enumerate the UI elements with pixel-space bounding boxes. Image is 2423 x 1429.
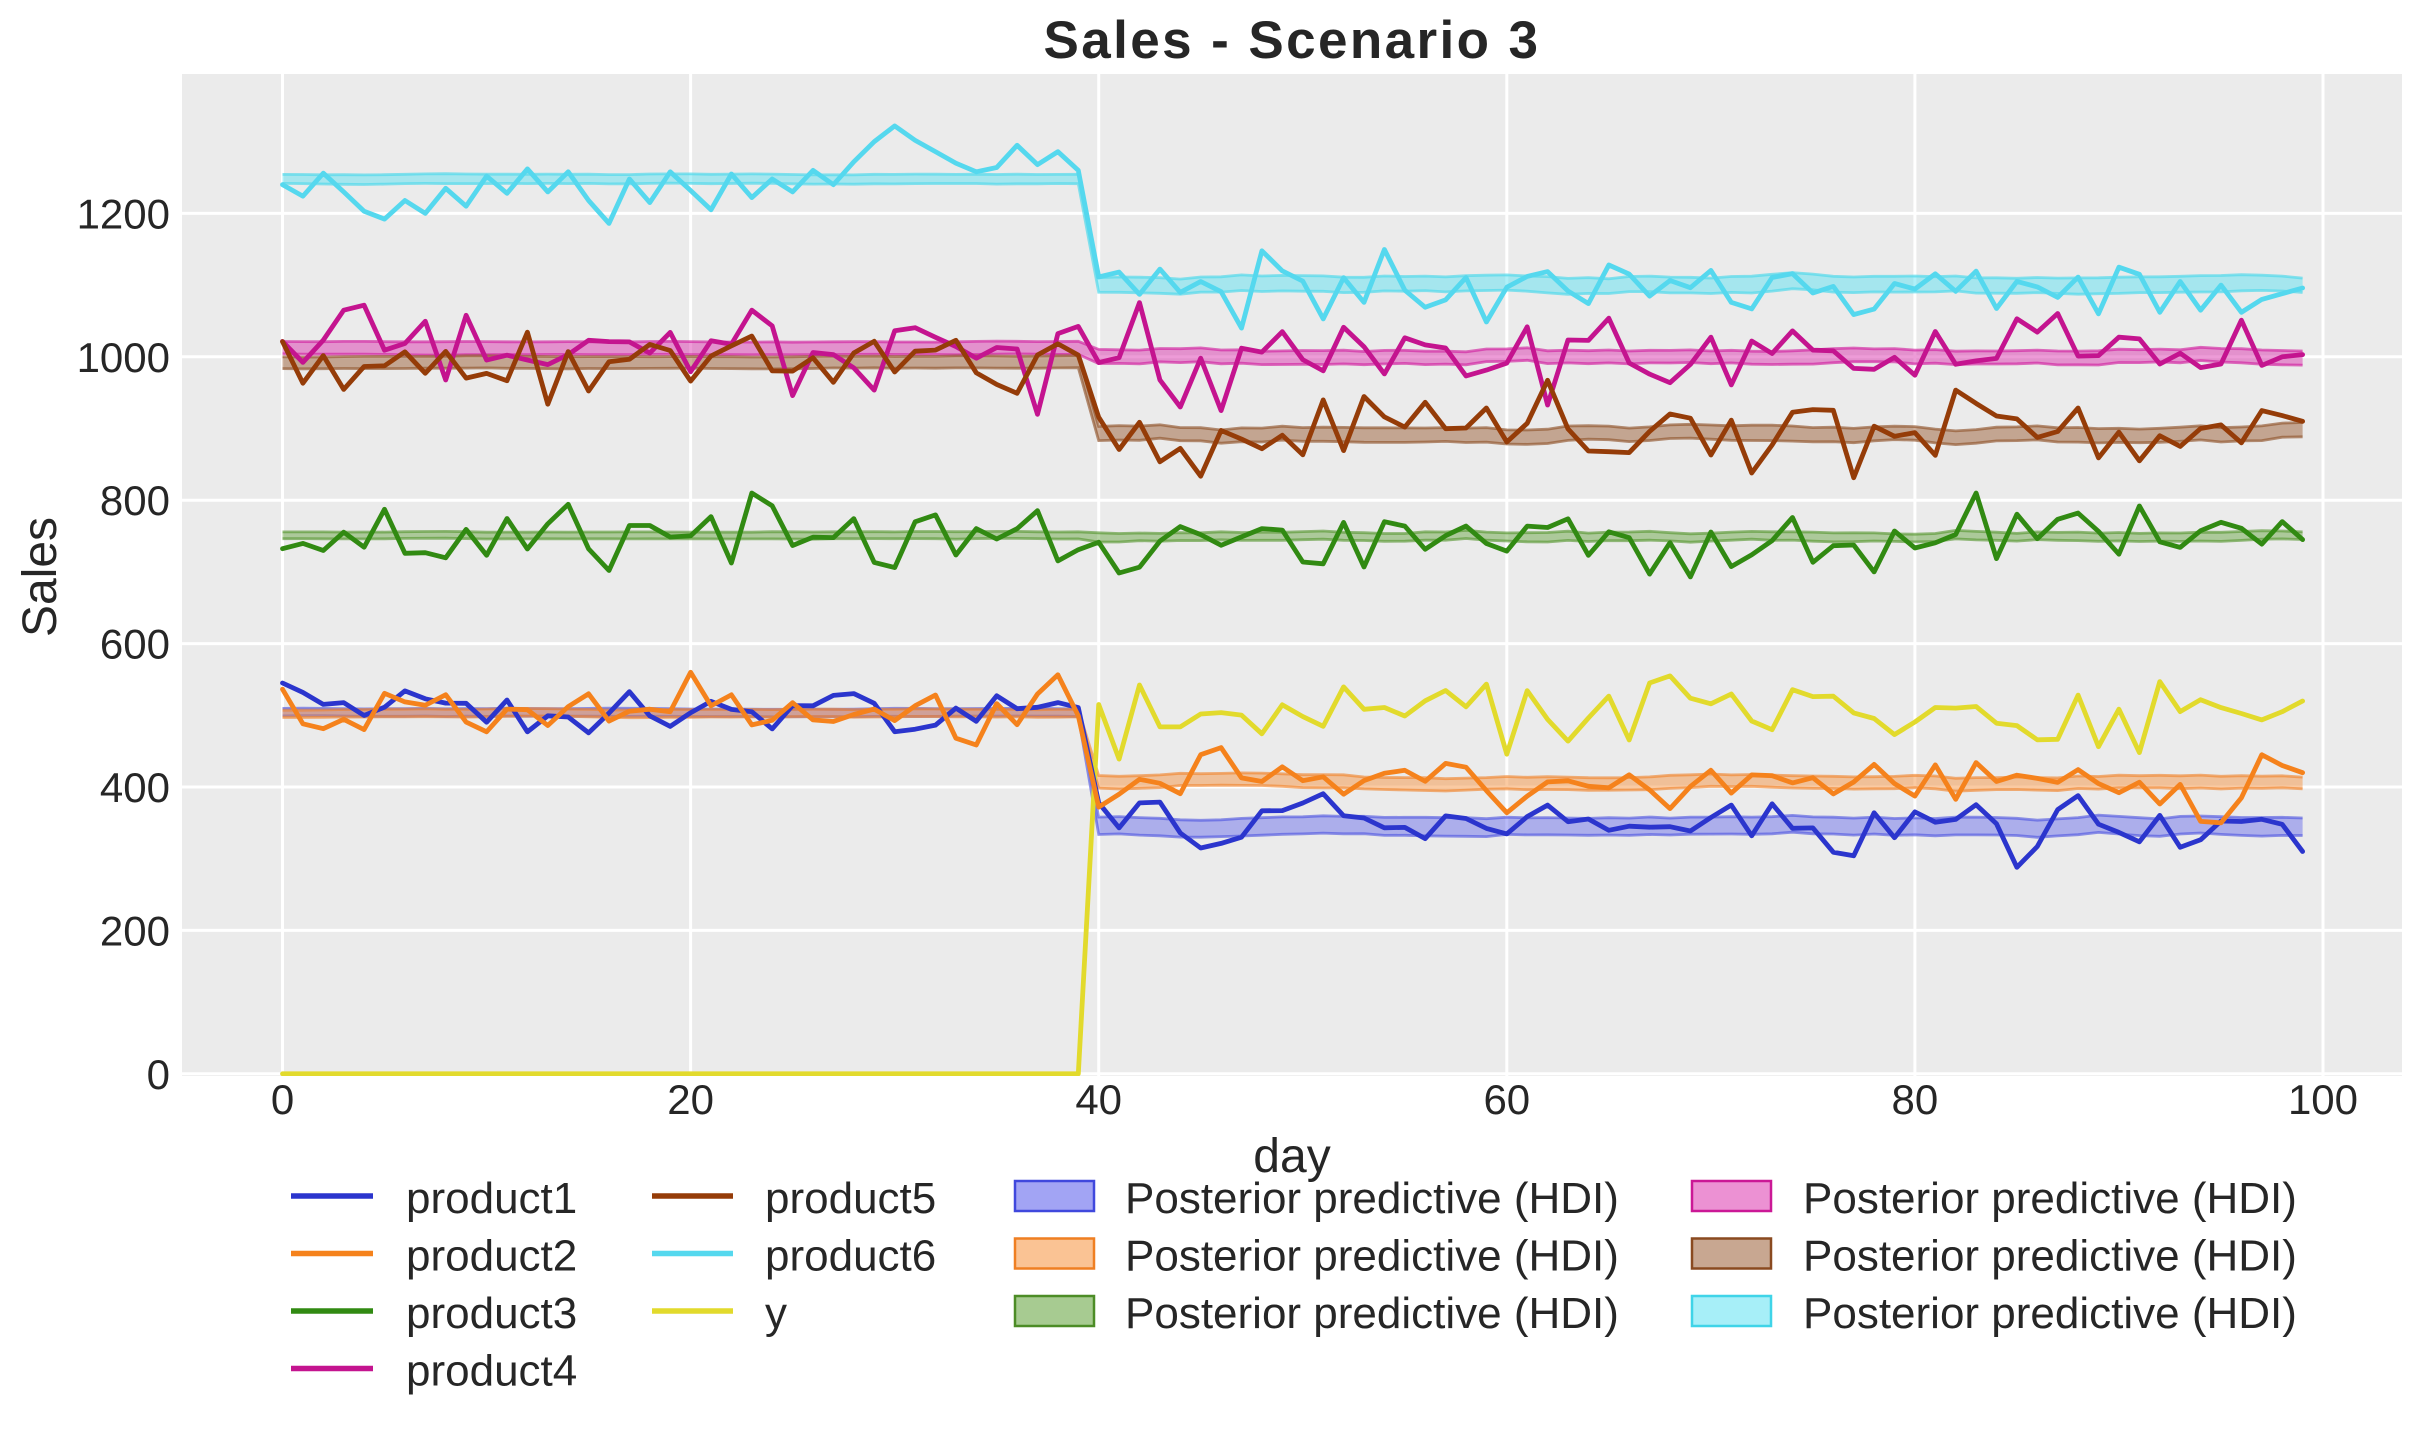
- svg-text:product6: product6: [765, 1232, 936, 1281]
- svg-text:Sales: Sales: [14, 517, 67, 637]
- svg-text:Posterior predictive (HDI): Posterior predictive (HDI): [1125, 1289, 1619, 1338]
- svg-text:100: 100: [2288, 1076, 2358, 1123]
- svg-text:Posterior predictive (HDI): Posterior predictive (HDI): [1125, 1232, 1619, 1281]
- svg-text:0: 0: [147, 1051, 170, 1098]
- svg-text:product3: product3: [406, 1289, 577, 1338]
- svg-text:product2: product2: [406, 1232, 577, 1281]
- svg-text:day: day: [1253, 1130, 1330, 1183]
- svg-text:Posterior predictive (HDI): Posterior predictive (HDI): [1803, 1174, 2297, 1223]
- svg-text:200: 200: [100, 907, 170, 954]
- svg-text:0: 0: [271, 1076, 294, 1123]
- svg-text:Posterior predictive (HDI): Posterior predictive (HDI): [1803, 1232, 2297, 1281]
- svg-text:600: 600: [100, 621, 170, 668]
- svg-text:60: 60: [1483, 1076, 1530, 1123]
- svg-text:product4: product4: [406, 1347, 577, 1396]
- svg-text:1200: 1200: [77, 190, 170, 237]
- svg-text:800: 800: [100, 477, 170, 524]
- svg-text:product1: product1: [406, 1174, 577, 1223]
- svg-text:400: 400: [100, 764, 170, 811]
- svg-text:product5: product5: [765, 1174, 936, 1223]
- svg-text:y: y: [765, 1289, 787, 1338]
- svg-text:40: 40: [1075, 1076, 1122, 1123]
- svg-text:20: 20: [667, 1076, 714, 1123]
- svg-text:80: 80: [1892, 1076, 1939, 1123]
- svg-text:Posterior predictive (HDI): Posterior predictive (HDI): [1125, 1174, 1619, 1223]
- svg-text:1000: 1000: [77, 334, 170, 381]
- svg-text:Sales - Scenario 3: Sales - Scenario 3: [1044, 11, 1541, 70]
- svg-text:Posterior predictive (HDI): Posterior predictive (HDI): [1803, 1289, 2297, 1338]
